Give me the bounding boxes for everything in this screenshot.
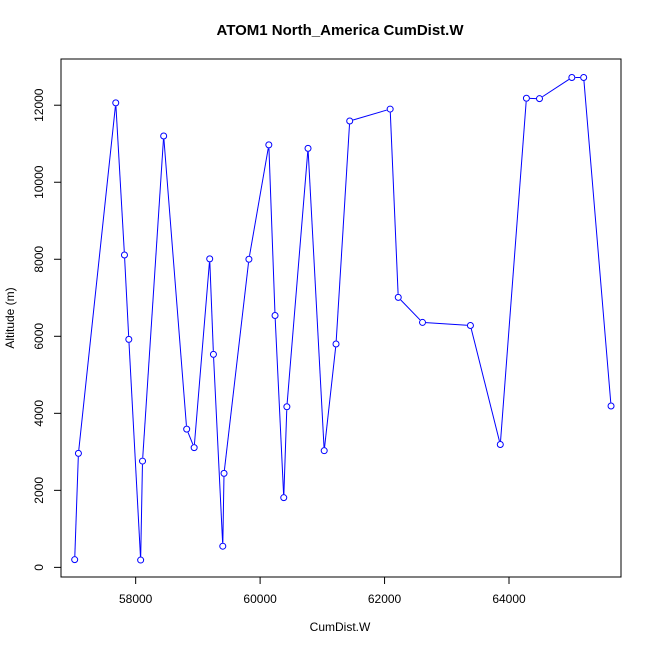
data-point — [607, 402, 615, 410]
x-tick-label: 62000 — [368, 592, 402, 606]
series-segment — [140, 464, 143, 557]
x-tick-label: 64000 — [492, 592, 526, 606]
series-segment — [283, 410, 288, 495]
data-point — [120, 251, 128, 259]
series-segment — [209, 262, 214, 351]
data-point — [112, 99, 120, 107]
series-segment — [274, 318, 285, 495]
series-segment — [286, 151, 309, 404]
data-point — [320, 447, 328, 455]
plot-frame — [60, 58, 622, 578]
series-segment — [163, 139, 187, 426]
x-tick-label: 58000 — [119, 592, 153, 606]
series-segment — [249, 148, 269, 256]
y-axis-label: Altitude (m) — [3, 287, 17, 348]
series-segment — [389, 112, 399, 294]
data-point — [265, 141, 273, 149]
data-point — [190, 444, 198, 452]
series-segment — [187, 432, 194, 445]
series-segment — [142, 139, 164, 458]
y-tick-label: 12000 — [32, 88, 46, 122]
series-segment — [128, 342, 141, 557]
x-tick-label: 60000 — [243, 592, 277, 606]
series-segment — [223, 262, 250, 470]
series-segment — [335, 124, 350, 341]
series-segment — [193, 262, 210, 445]
data-point — [271, 311, 279, 319]
series-layer — [71, 73, 615, 564]
data-point — [139, 457, 147, 465]
series-segment — [583, 80, 612, 403]
data-point — [346, 117, 354, 125]
series-segment — [324, 347, 337, 448]
series-segment — [470, 328, 500, 442]
data-point — [206, 255, 214, 263]
y-tick-label: 10000 — [32, 165, 46, 199]
data-point — [280, 494, 288, 502]
data-point — [419, 318, 427, 326]
y-tick-label: 4000 — [32, 400, 46, 427]
data-point — [580, 73, 588, 81]
data-point — [283, 403, 291, 411]
series-segment — [124, 258, 130, 336]
series-segment — [542, 78, 570, 98]
y-tick-label: 6000 — [32, 323, 46, 350]
series-segment — [213, 357, 224, 543]
data-point — [332, 340, 340, 348]
series-segment — [78, 106, 116, 450]
data-point — [535, 95, 543, 103]
data-point — [125, 335, 133, 343]
x-axis: 58000 60000 62000 64000 — [119, 576, 526, 606]
data-point — [74, 449, 82, 457]
series-segment — [268, 148, 276, 313]
data-point — [160, 132, 168, 140]
data-point — [183, 425, 191, 433]
data-point — [522, 94, 530, 102]
chart-title: ATOM1 North_America CumDist.W — [217, 22, 465, 39]
x-axis-label: CumDist.W — [310, 620, 371, 634]
series-segment — [400, 299, 421, 321]
data-point — [386, 105, 394, 113]
data-point — [137, 556, 145, 564]
series-segment — [500, 101, 527, 442]
data-point — [466, 322, 474, 330]
data-point — [220, 469, 228, 477]
data-point — [496, 441, 504, 449]
data-point — [304, 144, 312, 152]
data-point — [394, 293, 402, 301]
series-segment — [307, 151, 325, 448]
y-tick-label: 2000 — [32, 477, 46, 504]
data-point — [209, 350, 217, 358]
data-point — [71, 556, 79, 564]
series-segment — [74, 456, 79, 557]
series-segment — [115, 106, 125, 252]
series-segment — [425, 322, 467, 326]
data-point — [219, 542, 227, 550]
series-segment — [352, 109, 387, 121]
data-point — [568, 73, 576, 81]
series-segment — [222, 476, 225, 543]
y-axis: 0 2000 4000 6000 8000 10000 12000 — [32, 88, 62, 571]
y-tick-label: 0 — [32, 564, 46, 571]
y-tick-label: 8000 — [32, 246, 46, 273]
data-point — [245, 255, 253, 263]
